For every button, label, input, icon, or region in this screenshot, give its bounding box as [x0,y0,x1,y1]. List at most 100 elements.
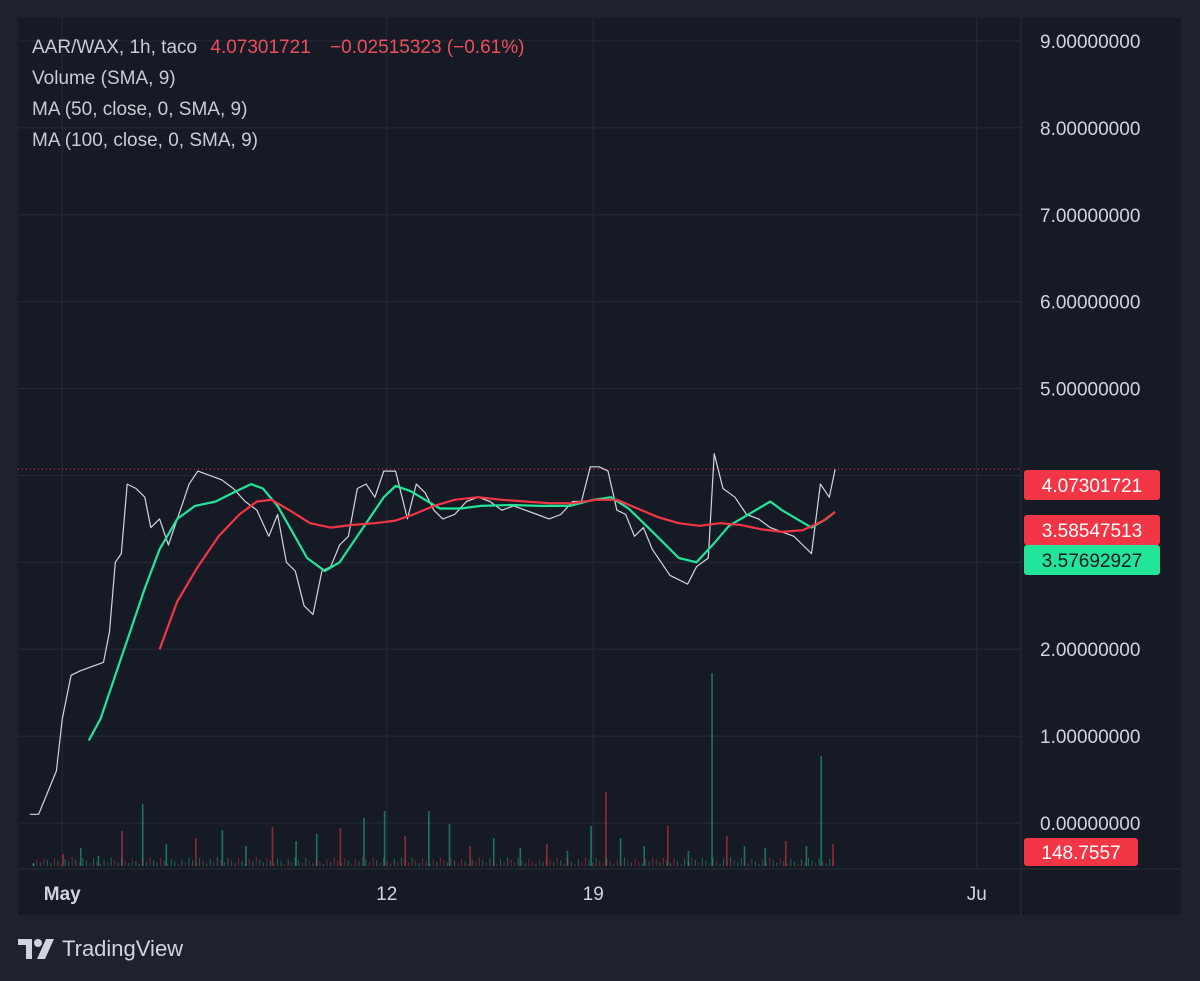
volume-bar [33,864,34,866]
volume-bar [305,858,306,866]
volume-bar [334,858,335,866]
volume-bar [820,756,822,866]
legend-ma100-indicator[interactable]: MA (100, close, 0, SMA, 9) [32,125,524,156]
y-tick-label: 6.00000000 [1040,293,1140,314]
volume-bar [599,861,600,866]
volume-bar [440,857,441,866]
volume-bar [199,858,200,866]
volume-bar [384,811,386,866]
volume-bar [245,846,247,866]
volume-bar [415,860,416,866]
volume-bar [362,857,363,866]
legend-symbol-row[interactable]: AAR/WAX, 1h, taco 4.07301721 −0.02515323… [32,32,524,63]
volume-bar [550,860,551,866]
volume-bar [726,836,728,866]
volume-bar [520,848,522,866]
volume-bar [635,858,636,866]
volume-bar [489,858,490,866]
volume-bar [514,862,515,866]
volume-bar [688,862,689,866]
volume-bar [695,860,696,866]
tradingview-brand[interactable]: TradingView [18,936,183,962]
volume-bar [351,863,352,866]
volume-bar [142,804,144,866]
volume-bar [121,858,122,866]
volume-bar [316,859,317,866]
volume-bar [341,863,342,866]
volume-bar [259,860,260,866]
volume-bar [511,860,512,866]
volume-bar [468,864,469,866]
volume-bar [272,827,274,866]
volume-bar [776,863,777,866]
volume-bar [291,862,292,866]
volume-bar [142,859,143,866]
volume-bar [189,858,190,866]
volume-bar [649,861,650,866]
volume-bar [806,846,808,866]
price-series [18,454,1021,815]
volume-bar [213,862,214,866]
volume-bar [340,828,342,866]
volume-bar [390,864,391,866]
volume-bar [543,862,544,866]
y-tick-label: 7.00000000 [1040,206,1140,227]
chart-legend: AAR/WAX, 1h, taco 4.07301721 −0.02515323… [32,32,524,156]
volume-bar [295,857,296,866]
volume-bar [812,860,813,866]
volume-bar [447,863,448,866]
volume-bar [65,859,66,866]
chart-frame[interactable]: 9.00000000 8.00000000 7.00000000 6.00000000… [18,18,1181,915]
volume-bar [220,860,221,866]
volume-bar [766,862,767,866]
volume-bar [605,792,607,866]
x-tick-label: 12 [376,884,397,905]
volume-bar [50,863,51,866]
volume-bar [592,862,593,866]
volume-bar [61,863,62,866]
volume-bar [96,861,97,866]
volume-bar [638,861,639,866]
volume-bars [33,673,834,866]
volume-bar [373,858,374,866]
volume-bar [482,860,483,866]
volume-bar [790,859,791,866]
volume-bar [235,863,236,866]
volume-bar [245,864,246,866]
volume-bar [150,857,151,866]
volume-bar [114,860,115,866]
volume-bar [698,862,699,866]
volume-bar [720,864,721,866]
brand-name: TradingView [62,936,183,962]
volume-bar [642,863,643,866]
volume-bar [86,860,87,866]
volume-bar [139,864,140,866]
volume-bar [578,859,579,866]
volume-bar [819,858,820,866]
volume-bar [702,858,703,866]
volume-bar [532,861,533,866]
volume-bar [620,862,621,866]
x-axis-ticks: May 12 19 Ju [44,884,987,905]
volume-bar [762,859,763,866]
volume-bar [252,862,253,866]
volume-bar [79,862,80,866]
volume-bar [666,860,667,866]
volume-bar [624,858,625,866]
volume-bar [330,862,331,866]
volume-bar [643,846,645,866]
volume-bar [118,862,119,866]
volume-bar [758,864,759,866]
volume-bar [801,860,802,866]
y-tick-label: 2.00000000 [1040,640,1140,661]
volume-bar [507,857,508,866]
volume-bar [196,863,197,866]
volume-bar [206,863,207,866]
last-price: 4.07301721 [210,37,310,58]
legend-volume-indicator[interactable]: Volume (SMA, 9) [32,63,524,94]
volume-bar [535,864,536,866]
volume-bar [596,858,597,866]
legend-ma50-indicator[interactable]: MA (50, close, 0, SMA, 9) [32,94,524,125]
volume-bar [298,860,299,866]
x-tick-label: May [44,884,81,905]
